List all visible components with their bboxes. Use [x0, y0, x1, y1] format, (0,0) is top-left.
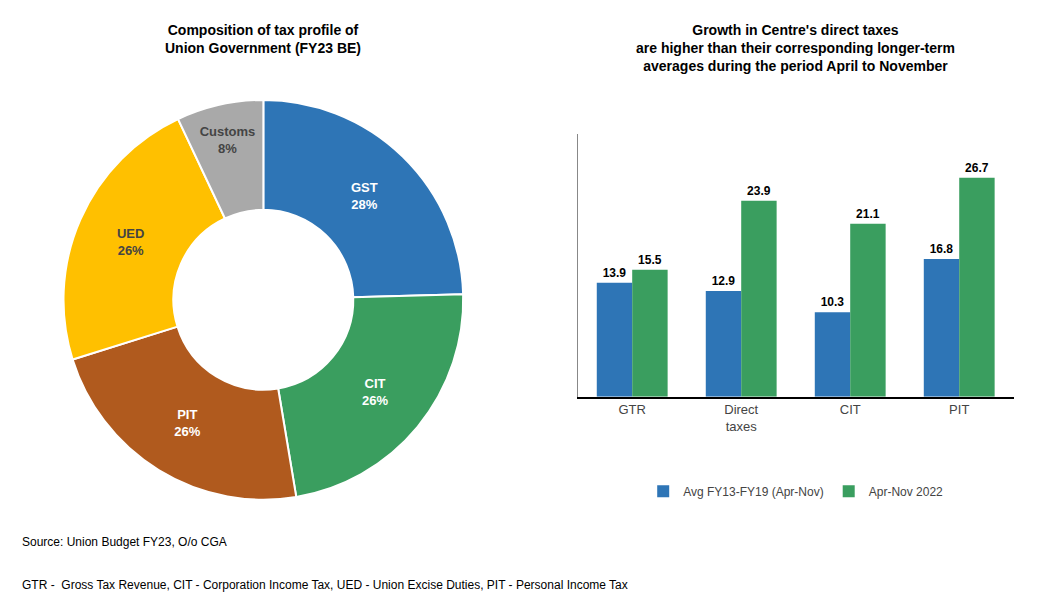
svg-text:16.8: 16.8 [930, 242, 954, 256]
svg-text:PIT26%: PIT26% [174, 407, 200, 439]
svg-text:Directtaxes: Directtaxes [724, 402, 758, 434]
svg-text:23.9: 23.9 [747, 184, 771, 198]
svg-text:13.9: 13.9 [603, 266, 627, 280]
svg-text:Growth in Centre's direct taxe: Growth in Centre's direct taxesare highe… [636, 22, 955, 74]
svg-text:15.5: 15.5 [638, 253, 662, 267]
svg-text:Customs8%: Customs8% [200, 124, 256, 156]
svg-text:12.9: 12.9 [712, 274, 736, 288]
svg-text:10.3: 10.3 [821, 295, 845, 309]
svg-text:UED26%: UED26% [117, 226, 144, 258]
svg-text:Source: Union Budget FY23, O/o: Source: Union Budget FY23, O/o CGA [22, 535, 227, 549]
svg-text:GST28%: GST28% [351, 180, 378, 212]
svg-text:CIT: CIT [840, 402, 861, 417]
svg-text:GTR - Gross Tax Revenue, CIT: GTR - Gross Tax Revenue, CIT - Corporati… [22, 578, 628, 592]
svg-text:Composition of tax profile ofU: Composition of tax profile ofUnion Gover… [165, 22, 361, 56]
svg-text:GTR: GTR [618, 402, 645, 417]
svg-text:CIT26%: CIT26% [362, 376, 388, 408]
svg-text:26.7: 26.7 [965, 161, 989, 175]
svg-text:Apr-Nov 2022: Apr-Nov 2022 [869, 485, 943, 499]
svg-text:PIT: PIT [949, 402, 969, 417]
svg-text:Avg FY13-FY19 (Apr-Nov): Avg FY13-FY19 (Apr-Nov) [683, 485, 824, 499]
svg-text:21.1: 21.1 [856, 207, 880, 221]
